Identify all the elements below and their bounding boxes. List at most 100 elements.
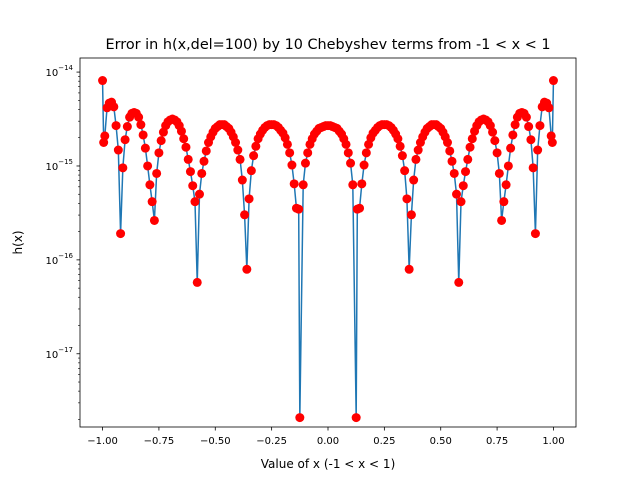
data-point: [535, 121, 545, 131]
y-tick-label: 10−15: [45, 158, 73, 173]
data-point: [282, 139, 292, 149]
data-point: [461, 167, 471, 177]
data-point: [98, 76, 108, 86]
data-point: [100, 131, 110, 141]
data-point: [113, 145, 123, 155]
data-point: [289, 179, 299, 189]
data-point: [201, 146, 211, 156]
chart-title: Error in h(x,del=100) by 10 Chebyshev te…: [106, 37, 551, 53]
data-point: [176, 126, 186, 136]
data-point: [192, 277, 202, 287]
data-point: [242, 264, 252, 274]
x-tick-label: −0.25: [256, 436, 287, 447]
data-point: [548, 76, 558, 86]
data-point: [190, 197, 200, 207]
x-tick-label: 1.00: [542, 436, 564, 447]
data-point: [452, 189, 462, 199]
data-point: [233, 145, 243, 155]
data-point: [497, 215, 507, 225]
data-point: [357, 179, 367, 189]
data-point: [343, 148, 353, 158]
data-point: [303, 148, 313, 158]
data-point: [524, 122, 534, 132]
data-point: [351, 413, 361, 423]
data-point: [240, 210, 250, 220]
data-point: [118, 163, 128, 173]
data-point: [199, 156, 209, 166]
data-point: [361, 148, 371, 158]
data-point: [492, 148, 502, 158]
data-point: [348, 180, 358, 190]
x-tick-label: 0.50: [430, 436, 452, 447]
data-point: [246, 166, 256, 176]
data-point: [111, 121, 121, 131]
data-point: [456, 197, 466, 207]
data-point: [442, 138, 452, 147]
data-point: [136, 120, 146, 130]
data-point: [143, 161, 153, 171]
x-tick-label: −1.00: [87, 436, 118, 447]
data-point: [341, 139, 351, 149]
data-point: [447, 156, 457, 166]
data-point: [154, 148, 164, 158]
data-point: [120, 135, 130, 145]
data-point: [501, 180, 511, 190]
data-point: [145, 180, 155, 190]
data-point: [397, 151, 407, 161]
data-point: [295, 413, 305, 423]
series-markers: [98, 76, 558, 423]
y-axis-ticks: 10−14 10−15 10−16 10−17: [45, 64, 80, 420]
data-point: [533, 145, 543, 155]
data-point: [400, 166, 410, 176]
data-point: [346, 158, 356, 168]
data-point: [499, 197, 509, 207]
data-point: [197, 168, 207, 178]
data-point: [300, 158, 310, 168]
data-point: [530, 229, 540, 239]
data-point: [526, 135, 536, 145]
data-point: [244, 194, 254, 204]
data-point: [231, 138, 241, 147]
data-point: [544, 103, 554, 113]
data-point: [179, 134, 189, 144]
x-tick-label: 0.00: [317, 436, 339, 447]
x-tick-label: 0.25: [373, 436, 395, 447]
data-point: [463, 154, 473, 164]
data-point: [249, 151, 259, 161]
data-point: [406, 210, 416, 220]
data-point: [458, 181, 468, 191]
data-point: [149, 215, 159, 225]
data-point: [134, 112, 144, 122]
data-point: [445, 146, 455, 156]
data-point: [404, 264, 414, 274]
data-point: [506, 143, 516, 153]
x-axis-ticks: −1.00 −0.75 −0.50 −0.25 0.00 0.25 0.50 0.75 1.00: [87, 427, 565, 447]
x-tick-label: −0.50: [200, 436, 231, 447]
data-point: [185, 167, 195, 177]
data-point: [411, 154, 421, 164]
data-point: [547, 138, 557, 147]
y-tick-label: 10−16: [45, 252, 73, 267]
data-point: [402, 194, 412, 204]
data-point: [285, 148, 295, 158]
data-point: [510, 120, 520, 130]
data-point: [188, 181, 198, 191]
data-point: [181, 142, 191, 152]
data-point: [488, 127, 498, 137]
data-point: [490, 136, 500, 146]
data-point: [454, 277, 464, 287]
data-point: [109, 102, 119, 112]
data-point: [395, 141, 405, 151]
data-point: [294, 204, 304, 214]
x-axis-label: Value of x (-1 < x < 1): [261, 457, 396, 471]
data-point: [156, 136, 166, 146]
data-point: [449, 168, 459, 178]
data-point: [152, 168, 162, 178]
data-point: [359, 160, 369, 170]
data-point: [393, 134, 403, 144]
data-point: [508, 130, 518, 140]
x-tick-label: −0.75: [144, 436, 175, 447]
data-point: [528, 163, 538, 173]
